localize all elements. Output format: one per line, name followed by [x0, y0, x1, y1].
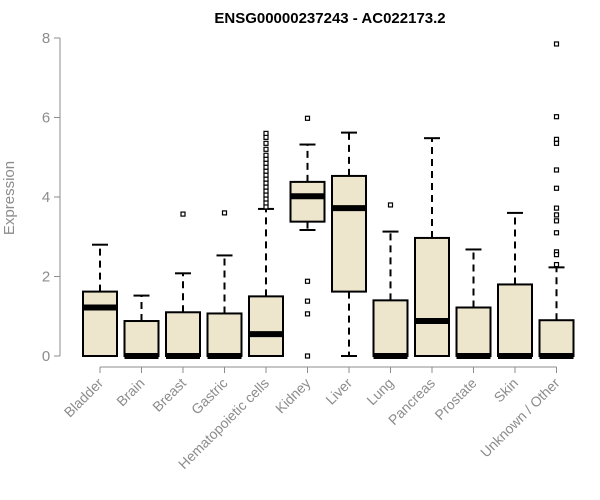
box-gastric	[206, 210, 243, 359]
box-body	[331, 174, 367, 293]
x-tick-label-liver: Liver	[322, 375, 355, 408]
outlier-point	[553, 114, 560, 120]
outlier-point	[553, 205, 560, 211]
box-body	[455, 306, 492, 358]
y-tick-label: 2	[42, 269, 50, 286]
outlier-point	[304, 298, 311, 304]
box-breast	[165, 211, 201, 359]
outlier-point	[553, 167, 560, 173]
box-body	[248, 295, 284, 357]
box-body	[538, 319, 575, 358]
y-axis: 0 2 4 6 8	[42, 30, 61, 365]
boxes-group	[82, 41, 575, 359]
x-tick-label-bladder: Bladder	[61, 375, 107, 421]
box-unknown-other	[538, 41, 575, 359]
box-pancreas	[414, 137, 450, 358]
x-tick-label-breast: Breast	[149, 375, 189, 415]
box-hematopoietic-cells	[248, 130, 284, 357]
box-kidney	[289, 115, 326, 359]
outlier-point	[304, 278, 311, 284]
outlier-point	[263, 130, 269, 136]
outlier-point	[221, 210, 228, 216]
y-axis-label: Expression	[1, 161, 18, 235]
y-tick-label: 6	[42, 110, 50, 127]
y-tick-label: 8	[42, 30, 50, 47]
box-prostate	[455, 248, 492, 359]
outlier-point	[553, 230, 560, 236]
box-body	[414, 236, 450, 358]
box-body	[123, 320, 160, 357]
box-body	[289, 180, 326, 223]
outlier-point	[304, 353, 311, 359]
x-tick-label-kidney: Kidney	[272, 375, 314, 417]
box-lung	[372, 202, 409, 359]
outlier-point	[263, 146, 269, 152]
outlier-point	[553, 212, 560, 218]
box-body	[497, 283, 533, 358]
x-tick-label-prostate: Prostate	[431, 375, 479, 423]
box-body	[165, 311, 201, 357]
x-tick-label-lung: Lung	[363, 375, 396, 408]
box-liver	[331, 131, 367, 357]
x-tick-label-unknown-other: Unknown / Other	[477, 375, 563, 461]
x-tick-label-skin: Skin	[491, 375, 522, 406]
outlier-point	[387, 202, 394, 208]
outlier-point	[263, 140, 269, 146]
outlier-point	[304, 115, 311, 121]
outlier-point	[263, 152, 269, 158]
outlier-point	[180, 211, 186, 217]
box-skin	[497, 211, 533, 359]
outlier-point	[553, 140, 560, 146]
box-bladder	[82, 243, 118, 358]
y-tick-label: 4	[42, 189, 50, 206]
box-body	[82, 290, 118, 358]
box-body	[372, 299, 409, 358]
chart-title: ENSG00000237243 - AC022173.2	[214, 10, 445, 27]
x-tick-label-brain: Brain	[113, 375, 147, 409]
outlier-point	[553, 185, 560, 191]
outlier-point	[553, 41, 560, 47]
box-body	[206, 312, 243, 357]
outlier-point	[553, 252, 560, 258]
outlier-point	[553, 218, 560, 224]
y-tick-label: 0	[42, 348, 50, 365]
outlier-point	[304, 311, 311, 317]
outlier-point	[553, 261, 560, 268]
box-brain	[123, 294, 160, 359]
